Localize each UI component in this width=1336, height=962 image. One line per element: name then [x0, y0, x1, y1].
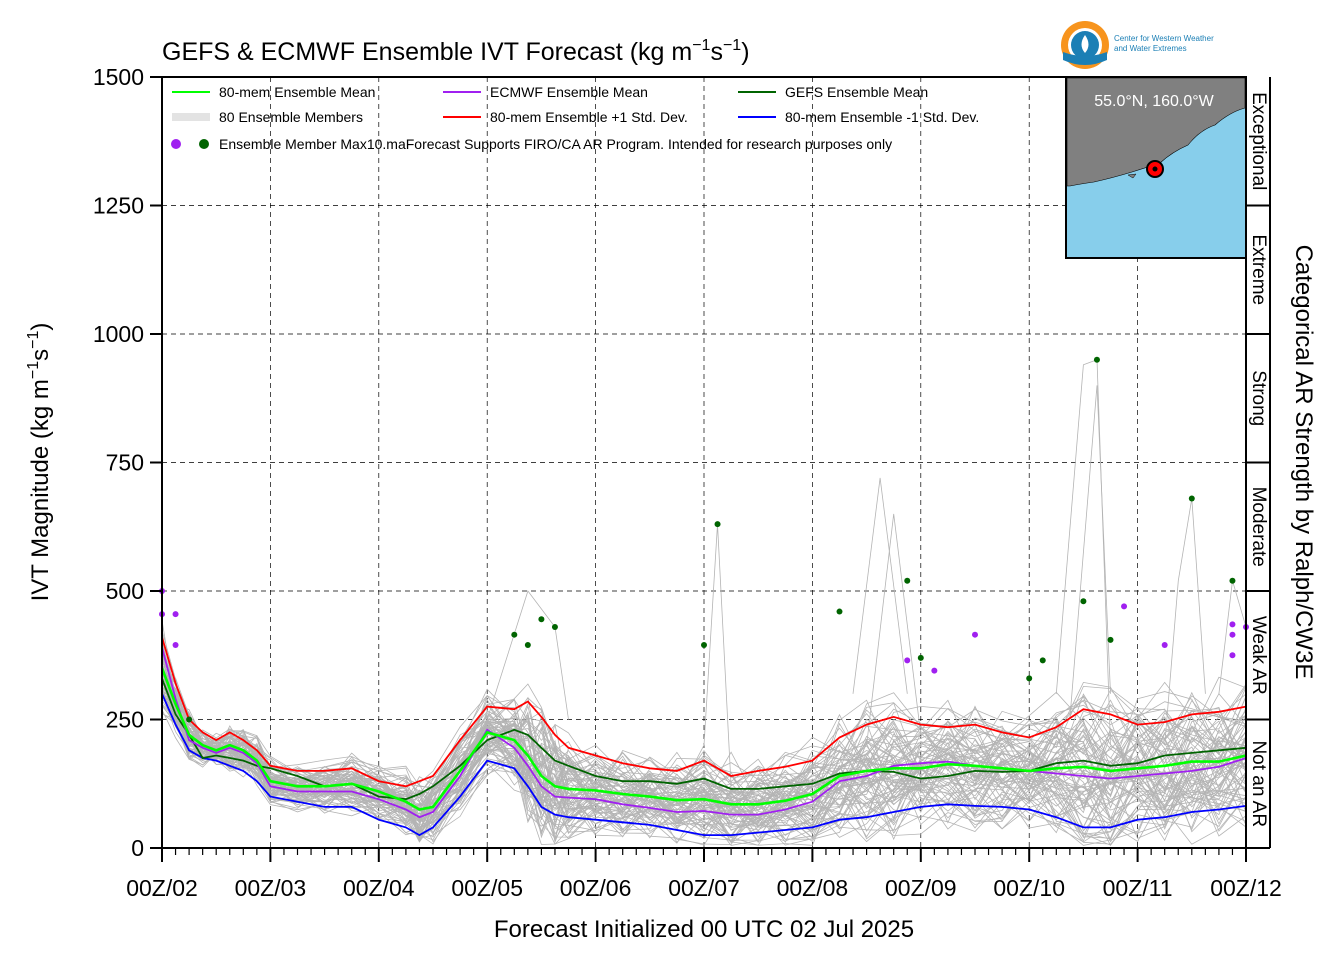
x-tick-label: 00Z/11 [1103, 875, 1173, 901]
member-trace [1069, 385, 1111, 720]
member-trace [676, 524, 732, 797]
legend-swatch-members [172, 113, 210, 121]
member-trace [162, 671, 1246, 845]
x-axis-label: Forecast Initialized 00 UTC 02 Jul 2025 [494, 916, 914, 943]
x-tick-label: 00Z/05 [451, 875, 523, 901]
gefs-max-point [714, 521, 721, 528]
member-trace [1055, 359, 1111, 746]
member-trace [486, 590, 569, 720]
member-max-markers [159, 356, 1249, 723]
member-trace [1164, 498, 1206, 746]
gefs-max-point [1093, 356, 1100, 363]
x-tick-label: 00Z/04 [343, 875, 415, 901]
ecmwf-max-point [1229, 621, 1236, 628]
gefs-max-point [701, 641, 707, 648]
gefs-max-point [1229, 577, 1236, 584]
member-trace [162, 680, 1246, 842]
cw3e-logo: Center for Western Weather and Water Ext… [1061, 21, 1214, 69]
ecmwf-max-point [931, 667, 938, 674]
gefs-max-point [904, 577, 911, 584]
category-label: Not an AR [1248, 740, 1269, 827]
y-tick-label: 1500 [93, 64, 144, 90]
ecmwf-max-point [1121, 603, 1128, 610]
legend-label-ensemble-mean: 80-mem Ensemble Mean [219, 84, 375, 100]
category-label: Strong [1248, 370, 1269, 426]
gefs-max-point [1188, 495, 1195, 502]
category-label: Exceptional [1248, 92, 1269, 190]
ecmwf-max-point [1161, 641, 1168, 648]
member-trace [162, 666, 1246, 827]
x-tick-label: 00Z/10 [993, 875, 1065, 901]
ecmwf-max-point [172, 611, 179, 618]
member-trace [162, 679, 1246, 832]
inset-map: 55.0°N, 160.0°W [1065, 76, 1247, 259]
gefs-max-point [1107, 636, 1114, 643]
member-trace [162, 656, 1246, 796]
inset-location-label: 55.0°N, 160.0°W [1094, 93, 1214, 110]
y-tick-label: 500 [106, 578, 144, 604]
legend-label-gefs-mean: GEFS Ensemble Mean [785, 84, 928, 100]
y-tick-label: 1250 [93, 193, 144, 219]
x-tick-label: 00Z/08 [777, 875, 849, 901]
legend-max-marker-gefs [199, 139, 209, 149]
gefs-max-point [186, 716, 193, 723]
legend-label-minus-std: 80-mem Ensemble -1 Std. Dev. [785, 109, 979, 125]
category-label: Moderate [1248, 487, 1269, 567]
y-tick-label: 750 [106, 450, 144, 476]
gefs-max-point [1039, 657, 1046, 664]
logo-line1: Center for Western Weather [1114, 34, 1214, 43]
x-ticks: 00Z/02 00Z/03 00Z/04 00Z/05 00Z/06 00Z/07 00Z/… [126, 848, 1282, 901]
gefs-max-point [1026, 675, 1033, 682]
legend-max-label: Ensemble Member Max10.maForecast Support… [219, 136, 892, 152]
x-tick-label: 00Z/03 [235, 875, 307, 901]
logo-line2: and Water Extremes [1114, 44, 1187, 53]
member-trace [162, 675, 1246, 825]
x-tick-label: 00Z/06 [560, 875, 632, 901]
legend-label-members: 80 Ensemble Members [219, 109, 363, 125]
member-trace [162, 655, 1246, 831]
member-trace [852, 477, 908, 694]
ensemble-mean-line [162, 667, 1246, 811]
member-trace [866, 513, 922, 746]
y-tick-label: 1000 [93, 321, 144, 347]
legend: 80-mem Ensemble Mean ECMWF Ensemble Mean… [171, 84, 979, 152]
legend-label-plus-std: 80-mem Ensemble +1 Std. Dev. [490, 109, 688, 125]
series-lines [162, 637, 1246, 837]
member-trace [162, 665, 1246, 803]
ecmwf-max-point [172, 641, 179, 648]
ar-categories: Not an AR Weak AR Moderate Strong Extreme Exc… [1246, 92, 1270, 849]
ecmwf-max-point [1229, 631, 1236, 638]
legend-label-ecmwf-mean: ECMWF Ensemble Mean [490, 84, 648, 100]
plus-std-line [162, 637, 1246, 788]
category-label: Weak AR [1248, 616, 1269, 695]
gefs-max-point [1080, 598, 1087, 605]
gefs-max-point [917, 654, 924, 661]
category-label: Extreme [1248, 234, 1269, 305]
y-tick-label: 250 [106, 707, 144, 733]
ecmwf-max-point [972, 631, 978, 638]
x-tick-label: 00Z/09 [885, 875, 957, 901]
y-tick-label: 0 [131, 835, 144, 861]
x-tick-label: 00Z/02 [126, 875, 198, 901]
gefs-max-point [538, 616, 545, 623]
x-tick-label: 00Z/07 [668, 875, 740, 901]
ecmwf-max-point [1229, 652, 1236, 659]
gefs-max-point [524, 641, 531, 648]
chart-title: GEFS & ECMWF Ensemble IVT Forecast (kg m… [162, 37, 750, 66]
gefs-max-point [836, 608, 843, 615]
y-ticks: 0 250 500 750 1000 1250 1500 [93, 64, 162, 861]
gefs-max-point [551, 623, 558, 630]
member-trace [162, 673, 1246, 812]
y-axis-label: IVT Magnitude (kg m−1s−1) [25, 323, 54, 602]
member-trace [162, 668, 1246, 833]
minus-std-line [162, 693, 1246, 837]
x-tick-label: 00Z/12 [1210, 875, 1282, 901]
right-axis-label: Categorical AR Strength by Ralph/CW3E [1290, 245, 1317, 680]
gefs-max-point [511, 631, 518, 638]
legend-max-marker-ecmwf [171, 139, 181, 149]
ecmwf-max-point [904, 657, 911, 664]
